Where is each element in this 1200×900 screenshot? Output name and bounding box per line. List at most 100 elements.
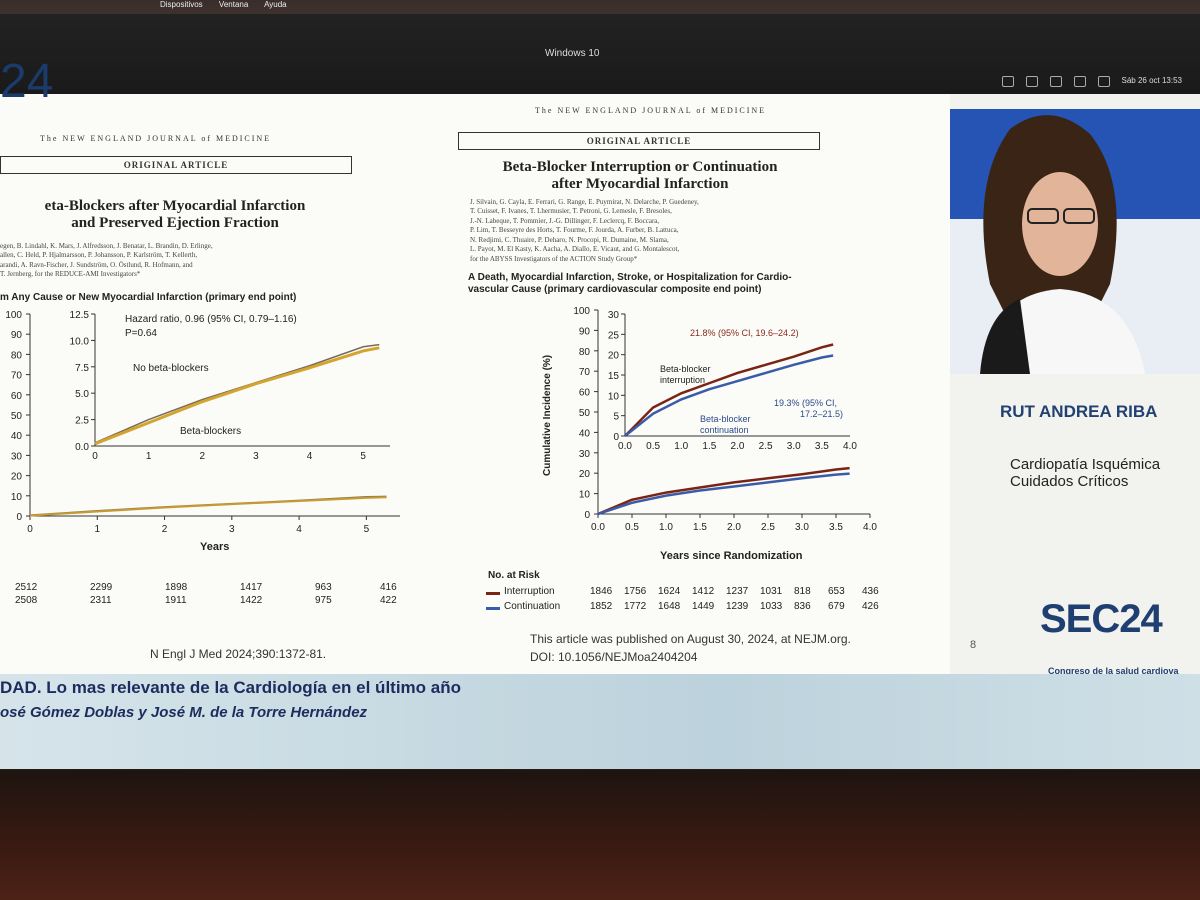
right-risk-cell: 679	[828, 601, 845, 612]
left-label-no-bb: No beta-blockers	[133, 363, 209, 374]
menu-ayuda[interactable]: Ayuda	[264, 0, 287, 9]
right-inset-y-tick-label: 5	[613, 412, 619, 423]
right-inset-y-tick-label: 0	[613, 432, 619, 443]
right-risk-cell: 436	[862, 586, 879, 597]
left-original-article-label: ORIGINAL ARTICLE	[0, 156, 352, 174]
left-y-tick-label: 30	[11, 451, 23, 462]
left-x-tick-label: 0	[27, 524, 33, 535]
right-risk-cell: 1033	[760, 601, 783, 612]
app-icon[interactable]	[1001, 76, 1014, 87]
monitor-icon[interactable]	[1049, 76, 1062, 87]
right-x-tick-label: 3.0	[795, 522, 809, 533]
left-inset-x-tick-label: 1	[146, 451, 152, 462]
slide: 24 The NEW ENGLAND JOURNAL of MEDICINE O…	[0, 55, 950, 674]
left-author-line: egen, B. Lindahl, K. Mars, J. Alfredsson…	[0, 242, 213, 250]
right-article-title: Beta-Blocker Interruption or Continuatio…	[440, 159, 840, 192]
speaker-name: RUT ANDREA RIBA	[1000, 402, 1158, 421]
left-y-tick-label: 10	[11, 492, 23, 503]
right-risk-cell: 1239	[726, 601, 749, 612]
right-inset-series-interruption	[624, 343, 834, 437]
left-y-tick-label: 100	[5, 310, 22, 321]
right-risk-cell: 1756	[624, 586, 647, 597]
right-ann-continuation-1: 19.3% (95% CI,	[774, 398, 837, 408]
left-title-line2: and Preserved Ejection Fraction	[71, 214, 279, 231]
menu-ventana[interactable]: Ventana	[218, 0, 249, 9]
right-panel-title-line1: A Death, Myocardial Infarction, Stroke, …	[468, 272, 792, 283]
right-inset-x-tick-label: 1.5	[702, 441, 716, 452]
congress-logo: 24	[0, 55, 54, 108]
right-y-tick-label: 20	[579, 469, 591, 480]
left-series-bb	[29, 496, 387, 517]
right-risk-cell: 1449	[692, 601, 715, 612]
right-risk-cell: 1772	[624, 601, 647, 612]
right-risk-cell: 1624	[658, 586, 681, 597]
right-label-interruption-1: Beta-blocker	[660, 364, 711, 374]
left-inset-x-tick-label: 2	[199, 451, 205, 462]
left-x-axis-label: Years	[200, 541, 229, 553]
right-author-line: P. Lim, T. Besseyre des Horts, T. Fourme…	[470, 226, 679, 235]
right-inset-x-tick-label: 0.5	[646, 441, 660, 452]
wifi-icon[interactable]	[1073, 76, 1086, 87]
right-risk-swatch	[486, 607, 500, 610]
left-pvalue-text: P=0.64	[125, 328, 157, 339]
left-y-tick-label: 90	[11, 330, 23, 341]
right-inset-x-tick-label: 3.5	[815, 441, 829, 452]
right-panel-title-line2: vascular Cause (primary cardiovascular c…	[468, 284, 762, 295]
battery-icon[interactable]	[1097, 76, 1110, 87]
right-risk-cell: 1846	[590, 586, 613, 597]
left-x-tick-label: 1	[94, 524, 100, 535]
right-risk-cell: 836	[794, 601, 811, 612]
right-x-tick-label: 1.0	[659, 522, 673, 533]
right-risk-row-label: Continuation	[504, 601, 561, 612]
right-ann-interruption: 21.8% (95% CI, 19.6–24.2)	[690, 328, 799, 338]
right-inset-y-tick-label: 25	[608, 330, 620, 341]
publish-note: This article was published on August 30,…	[530, 632, 851, 646]
right-y-tick-label: 0	[584, 510, 590, 521]
right-inset-series-continuation	[624, 354, 834, 437]
right-y-tick-label: 40	[579, 428, 591, 439]
system-tray: Sáb 26 oct 13:53	[1001, 76, 1183, 87]
right-label-continuation-2: continuation	[700, 425, 749, 435]
right-x-tick-label: 2.0	[727, 522, 741, 533]
left-label-bb: Beta-blockers	[180, 426, 241, 437]
right-y-tick-label: 30	[579, 449, 591, 460]
speaker-role: Cardiopatía Isquémica Cuidados Críticos	[1010, 456, 1160, 491]
right-risk-cell: 1852	[590, 601, 613, 612]
left-y-tick-label: 40	[11, 431, 23, 442]
right-author-line: T. Cuisset, F. Ivanes, T. Lhermusier, T.…	[470, 207, 672, 216]
right-author-line: J. Silvain, G. Cayla, E. Ferrari, G. Ran…	[470, 198, 699, 206]
right-panel-title: A Death, Myocardial Infarction, Stroke, …	[468, 272, 792, 296]
right-inset-x-tick-label: 3.0	[787, 441, 801, 452]
right-series-interruption	[597, 466, 850, 516]
right-risk-cell: 1412	[692, 586, 715, 597]
left-x-tick-label: 4	[296, 524, 302, 535]
menu-dispositivos[interactable]: Dispositivos	[160, 0, 203, 9]
left-y-tick-label: 0	[16, 512, 22, 523]
right-series-continuation	[597, 472, 850, 516]
left-risk-cell: 963	[315, 582, 332, 593]
right-x-tick-label: 2.5	[761, 522, 775, 533]
right-risk-cell: 818	[794, 586, 811, 597]
right-x-tick-label: 1.5	[693, 522, 707, 533]
right-label-continuation-1: Beta-blocker	[700, 414, 751, 424]
room-background-bottom	[0, 770, 1200, 900]
right-y-tick-label: 60	[579, 388, 591, 399]
right-inset-x-tick-label: 2.0	[731, 441, 745, 452]
right-risk-header: No. at Risk	[488, 570, 540, 581]
right-y-tick-label: 90	[579, 326, 591, 337]
clock-text: Sáb 26 oct 13:53	[1121, 76, 1183, 85]
left-risk-cell: 1911	[165, 595, 187, 606]
right-y-tick-label: 100	[573, 306, 590, 317]
right-label-interruption-2: interruption	[660, 375, 705, 385]
left-x-tick-label: 5	[364, 524, 370, 535]
projected-screen: Windows 10 Sáb 26 oct 13:53 24 The NEW E…	[0, 14, 1200, 769]
left-inset-y-tick-label: 12.5	[70, 310, 90, 321]
vm-titlebar: Windows 10 Sáb 26 oct 13:53	[0, 14, 1200, 94]
left-risk-cell: 2508	[15, 595, 38, 606]
left-risk-cell: 1898	[165, 582, 188, 593]
right-ann-continuation-2: 17.2–21.5)	[800, 409, 843, 419]
display-icon[interactable]	[1025, 76, 1038, 87]
left-y-tick-label: 50	[11, 411, 23, 422]
left-inset-y-tick-label: 10.0	[70, 336, 90, 347]
right-risk-cell: 1237	[726, 586, 749, 597]
